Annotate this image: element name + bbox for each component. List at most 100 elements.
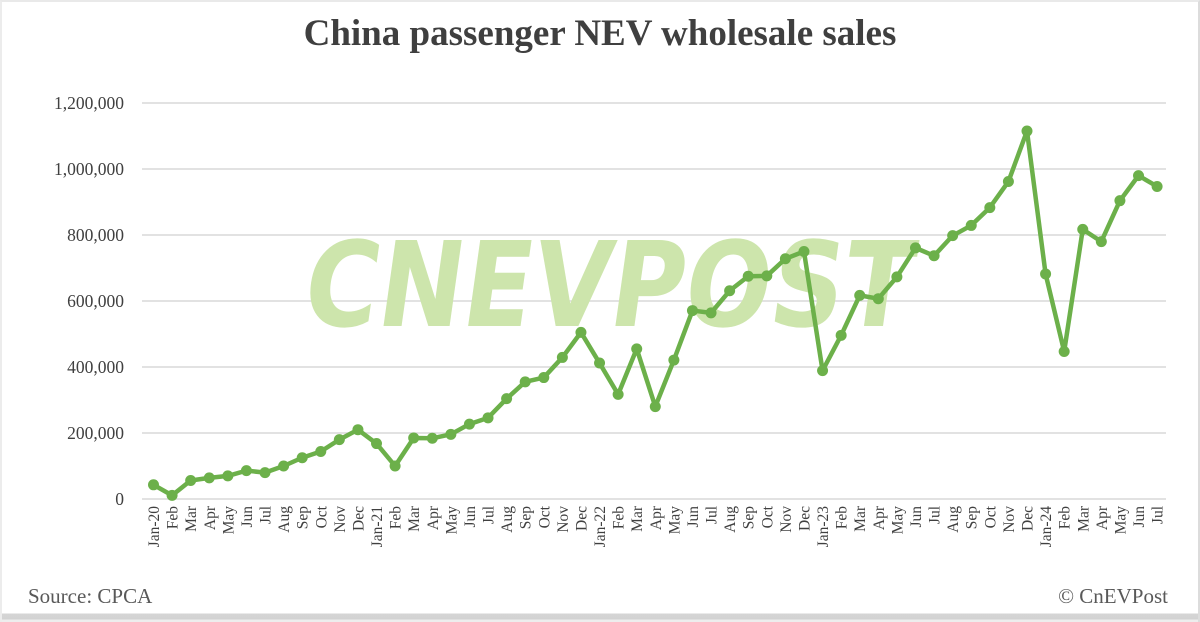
data-point — [1002, 176, 1014, 188]
x-tick-label: Jun — [239, 506, 256, 528]
x-tick-label: Feb — [1057, 506, 1074, 530]
data-point — [278, 460, 290, 472]
x-tick-label: Apr — [1094, 505, 1111, 530]
x-tick-label: Mar — [1075, 505, 1092, 532]
x-tick-label: Mar — [406, 505, 423, 532]
data-point — [891, 271, 903, 283]
x-tick-label: Apr — [425, 505, 442, 530]
data-point — [371, 438, 383, 450]
y-tick-label: 200,000 — [67, 423, 124, 443]
x-tick-label: May — [220, 506, 237, 535]
data-point — [928, 250, 940, 262]
x-tick-label: Aug — [499, 506, 516, 533]
data-point — [649, 401, 661, 413]
x-tick-label: Feb — [611, 506, 628, 530]
x-tick-label: Nov — [555, 506, 572, 533]
x-tick-label: Jul — [1150, 506, 1167, 524]
x-tick-label: Jan-24 — [1038, 506, 1055, 548]
data-point — [389, 460, 401, 472]
x-tick-label: Sep — [964, 506, 981, 530]
data-point — [947, 230, 959, 242]
x-tick-label: Oct — [536, 505, 553, 528]
svg-text:CNEVPOST: CNEVPOST — [296, 217, 923, 354]
data-point — [1114, 195, 1126, 207]
data-point — [1095, 236, 1107, 248]
data-point — [445, 428, 457, 440]
data-point — [817, 365, 829, 377]
y-tick-label: 600,000 — [67, 291, 124, 311]
x-tick-label: Aug — [276, 506, 293, 533]
x-tick-label: Aug — [722, 506, 739, 533]
data-point — [1077, 223, 1089, 235]
y-tick-label: 800,000 — [67, 225, 124, 245]
x-tick-label: Jul — [258, 506, 275, 524]
x-tick-label: Sep — [741, 506, 758, 530]
data-point — [501, 393, 513, 405]
data-point — [463, 418, 475, 430]
data-point — [909, 242, 921, 254]
data-point — [222, 470, 234, 482]
data-point — [612, 388, 624, 400]
data-point — [761, 270, 773, 282]
x-tick-label: Dec — [573, 506, 590, 531]
data-point — [1133, 170, 1145, 182]
x-tick-label: May — [889, 506, 906, 535]
watermark: CNEVPOST — [296, 217, 923, 354]
data-point — [779, 253, 791, 265]
data-point — [1058, 345, 1070, 357]
data-point — [519, 376, 531, 388]
data-point — [426, 432, 438, 444]
x-tick-label: Apr — [202, 505, 219, 530]
data-point — [798, 246, 810, 257]
x-tick-label: Jan-23 — [815, 506, 832, 548]
data-point — [482, 412, 494, 424]
data-point — [352, 424, 364, 436]
data-point — [203, 472, 215, 484]
x-tick-label: Mar — [183, 505, 200, 532]
data-point — [556, 351, 568, 363]
x-tick-label: Jun — [908, 506, 925, 528]
data-point — [185, 475, 197, 487]
data-point — [240, 465, 252, 477]
data-point — [148, 479, 159, 491]
data-point — [835, 329, 847, 341]
x-tick-label: Jul — [481, 506, 498, 524]
x-tick-label: Feb — [834, 506, 851, 530]
data-point — [686, 305, 698, 317]
x-tick-label: Jul — [927, 506, 944, 524]
x-tick-label: Sep — [518, 506, 535, 530]
x-tick-label: Nov — [332, 506, 349, 533]
x-tick-label: Aug — [945, 506, 962, 533]
x-tick-label: Dec — [350, 506, 367, 531]
x-tick-label: Jun — [462, 506, 479, 528]
data-point — [1151, 180, 1163, 192]
data-point — [1040, 268, 1052, 280]
x-tick-label: Jan-20 — [146, 506, 163, 548]
x-tick-label: Feb — [165, 506, 182, 530]
x-tick-label: Oct — [982, 505, 999, 528]
y-tick-label: 1,200,000 — [54, 93, 124, 113]
x-tick-label: Mar — [629, 505, 646, 532]
data-point — [296, 452, 308, 464]
data-point — [259, 467, 271, 479]
x-tick-label: Dec — [1019, 506, 1036, 531]
x-tick-label: Jul — [704, 506, 721, 524]
x-tick-label: Jan-21 — [369, 506, 386, 547]
data-point — [333, 434, 345, 446]
data-point — [742, 270, 754, 282]
data-point — [538, 372, 550, 384]
data-point — [575, 326, 587, 338]
x-tick-label: Feb — [388, 506, 405, 530]
x-tick-label: Nov — [778, 506, 795, 533]
bottom-bar — [2, 612, 1198, 622]
x-tick-label: Jun — [1131, 506, 1148, 528]
y-tick-label: 400,000 — [67, 357, 124, 377]
credit-label: © CnEVPost — [1058, 584, 1168, 608]
x-tick-label: Apr — [648, 505, 665, 530]
data-point — [315, 445, 327, 457]
chart-title: China passenger NEV wholesale sales — [303, 13, 897, 54]
x-tick-label: Jan-22 — [592, 506, 609, 547]
x-tick-label: Oct — [313, 505, 330, 528]
